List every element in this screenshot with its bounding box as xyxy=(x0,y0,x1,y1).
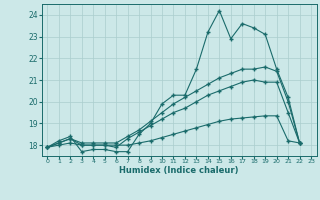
X-axis label: Humidex (Indice chaleur): Humidex (Indice chaleur) xyxy=(119,166,239,175)
